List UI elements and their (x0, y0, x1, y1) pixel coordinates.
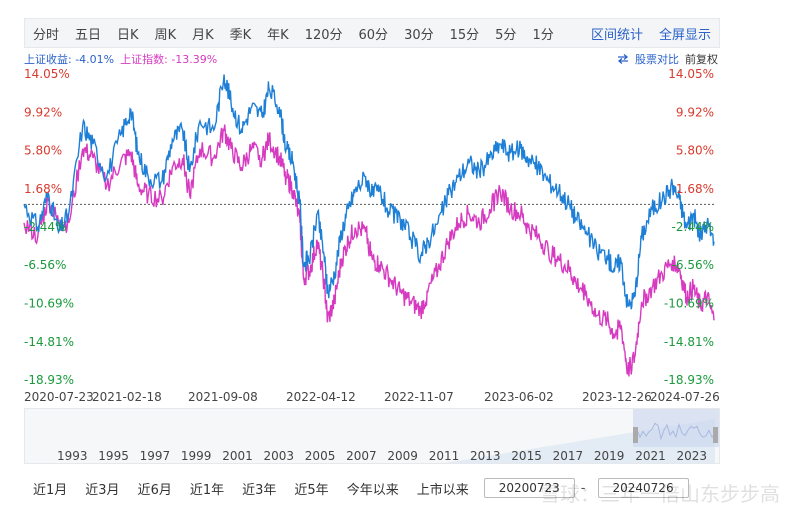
y-axis-left: 14.05% 9.92% 5.80% 1.68% -2.44% -6.56% -10.69%… (24, 67, 74, 387)
navigator-year-2009: 2009 (387, 449, 418, 463)
navigator-year-2023: 2023 (676, 449, 708, 463)
compare-icon (617, 54, 629, 64)
navigator-year-1997: 1997 (139, 449, 171, 463)
navigator-right-handle[interactable] (713, 427, 718, 443)
y-tick-right-5: -6.56% (672, 258, 714, 272)
x-tick-4: 2022-11-07 (384, 390, 454, 404)
x-tick-0: 2020-07-23 (24, 390, 94, 404)
date-separator: - (580, 480, 586, 496)
tab-wuri[interactable]: 五日 (75, 27, 102, 43)
navigator-year-1999: 1999 (180, 449, 212, 463)
x-tick-1: 2021-02-18 (92, 390, 162, 404)
tab-120min[interactable]: 120分 (304, 27, 343, 43)
stock-return-label: 上证收益: -4.01% (24, 53, 115, 66)
x-tick-6: 2023-12-26 (582, 390, 652, 404)
tab-fenshi[interactable]: 分时 (33, 27, 60, 43)
tab-rik[interactable]: 日K (117, 27, 139, 43)
tab-yuek[interactable]: 月K (192, 27, 214, 43)
tab-zhouk[interactable]: 周K (154, 27, 177, 43)
period-ytd[interactable]: 今年以来 (346, 482, 399, 498)
x-tick-5: 2023-06-02 (484, 390, 554, 404)
period-since-listing[interactable]: 上市以来 (416, 482, 469, 498)
y-tick-right-3: 1.68% (676, 182, 714, 196)
y-tick-left-8: -18.93% (24, 373, 74, 387)
fullscreen-button[interactable]: 全屏显示 (658, 27, 711, 43)
period-buttons: 近1月 近3月 近6月 近1年 近3年 近5年 今年以来 上市以来 202007… (24, 474, 784, 502)
compare-label: 股票对比 (635, 53, 679, 66)
legend-row: 上证收益: -4.01% 上证指数: -13.39% 股票对比 前复权 (24, 50, 718, 68)
stock-compare-button[interactable]: 股票对比 (617, 51, 679, 67)
tab-jik[interactable]: 季K (229, 27, 252, 43)
return-chart: 14.05% 9.92% 5.80% 1.68% -2.44% -6.56% -10.69%… (23, 67, 720, 404)
y-tick-left-1: 9.92% (24, 105, 62, 119)
navigator-left-handle[interactable] (633, 427, 638, 443)
y-tick-right-7: -14.81% (664, 335, 714, 349)
tab-30min[interactable]: 30分 (404, 27, 434, 43)
navigator-year-2019: 2019 (593, 449, 625, 463)
navigator-year-2013: 2013 (470, 449, 501, 463)
period-3m[interactable]: 近3月 (85, 482, 120, 498)
start-date-input[interactable]: 20200723 (483, 478, 575, 498)
navigator-year-2003: 2003 (263, 449, 295, 463)
y-tick-left-7: -14.81% (24, 335, 74, 349)
navigator-year-1995: 1995 (98, 449, 129, 463)
y-tick-left-4: -2.44% (24, 220, 66, 234)
y-tick-right-2: 5.80% (676, 144, 714, 158)
y-tick-left-2: 5.80% (24, 144, 62, 158)
tab-60min[interactable]: 60分 (358, 27, 389, 43)
tab-5min[interactable]: 5分 (495, 27, 517, 43)
index-series-line (23, 124, 715, 377)
y-tick-right-8: -18.93% (664, 373, 714, 387)
navigator-year-2015: 2015 (511, 449, 542, 463)
y-tick-left-5: -6.56% (24, 258, 66, 272)
end-date-input[interactable]: 20240726 (597, 478, 689, 498)
y-tick-left-0: 14.05% (24, 67, 70, 81)
y-tick-right-1: 9.92% (676, 105, 714, 119)
period-1y[interactable]: 近1年 (189, 482, 225, 498)
navigator-year-2001: 2001 (222, 449, 253, 463)
period-1m[interactable]: 近1月 (33, 482, 68, 498)
x-tick-2: 2021-09-08 (188, 390, 258, 404)
watermark-text: 雪球：三年一倍山东步步高 (540, 482, 780, 506)
range-navigator[interactable]: 1993 1995 1997 1999 2001 2003 2005 2007 2009 2011… (24, 408, 720, 464)
navigator-year-1993: 1993 (57, 449, 88, 463)
period-5y[interactable]: 近5年 (294, 482, 329, 498)
interval-stats-button[interactable]: 区间统计 (590, 27, 643, 43)
fq-toggle[interactable]: 前复权 (685, 53, 718, 66)
period-3y[interactable]: 近3年 (242, 482, 277, 498)
navigator-year-2007: 2007 (346, 449, 377, 463)
period-6m[interactable]: 近6月 (137, 482, 172, 498)
tab-1min[interactable]: 1分 (532, 27, 554, 43)
y-tick-right-6: -10.69% (664, 297, 714, 311)
y-tick-right-4: -2.44% (672, 220, 714, 234)
y-tick-right-0: 14.05% (668, 67, 714, 81)
x-tick-7: 2024-07-26 (650, 390, 720, 404)
y-tick-left-6: -10.69% (24, 297, 74, 311)
navigator-year-2005: 2005 (304, 449, 336, 463)
navigator-year-2017: 2017 (552, 449, 584, 463)
period-tab-bar: 分时 五日 日K 周K 月K 季K 年K 120分 60分 30分 15分 5分… (24, 18, 720, 48)
stock-series-line (23, 74, 715, 310)
navigator-year-2011: 2011 (428, 449, 460, 463)
y-axis-right: 14.05% 9.92% 5.80% 1.68% -2.44% -6.56% -10.69%… (664, 67, 714, 387)
tab-15min[interactable]: 15分 (449, 27, 480, 43)
x-tick-3: 2022-04-12 (286, 390, 356, 404)
navigator-preview (445, 409, 719, 463)
y-tick-left-3: 1.68% (24, 182, 62, 196)
index-return-label: 上证指数: -13.39% (120, 53, 218, 66)
navigator-year-2021: 2021 (635, 449, 666, 463)
tab-niank[interactable]: 年K (267, 27, 289, 43)
